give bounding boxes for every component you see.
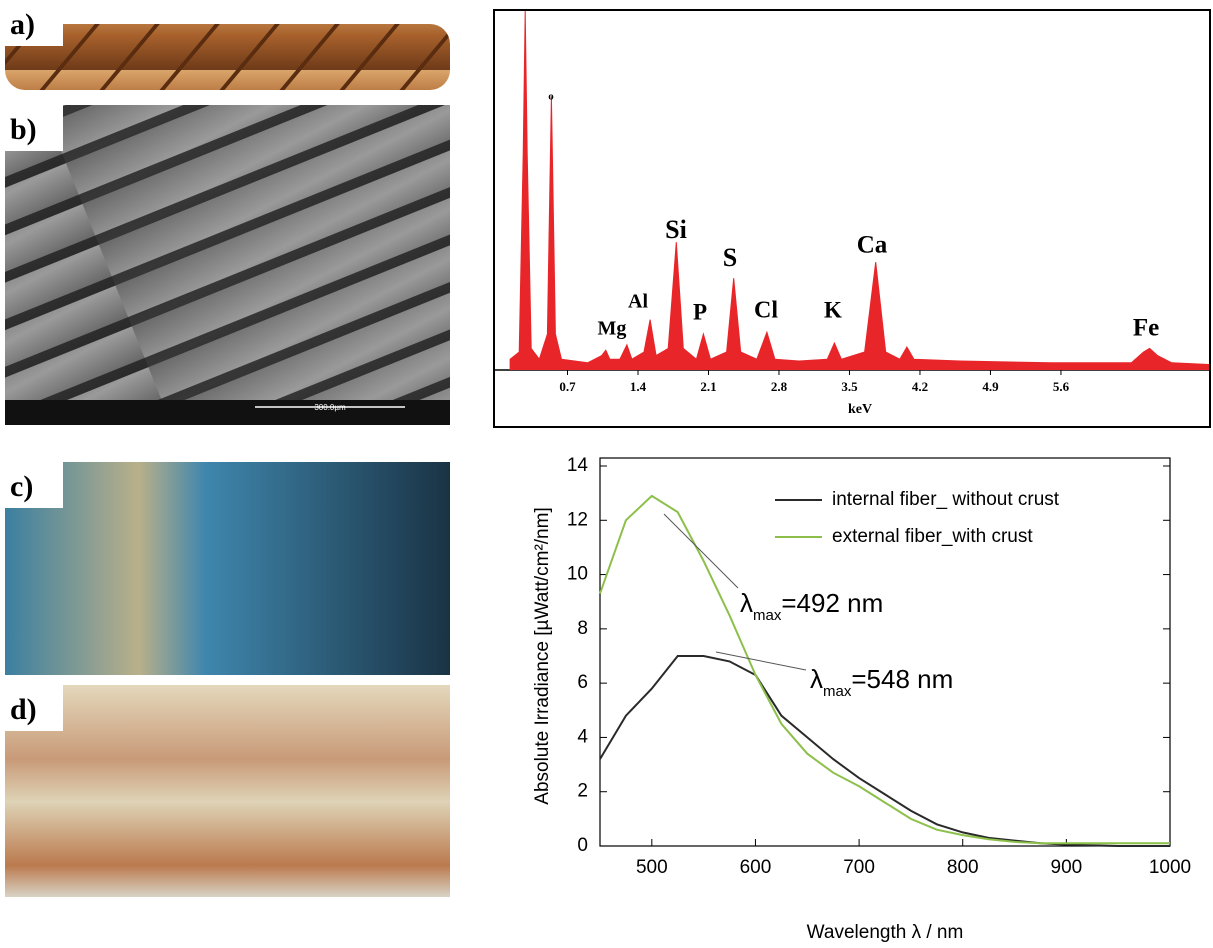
plot-frame: [600, 458, 1170, 846]
sem-image: [5, 105, 450, 425]
x-tick-label: 3.5: [841, 379, 858, 394]
x-tick-label: 900: [1051, 857, 1083, 878]
annotation: λmax=548 nm: [810, 664, 953, 700]
spectrum-area: [510, 10, 1210, 370]
panel-label: d): [10, 693, 37, 726]
panel-label: b): [10, 113, 37, 146]
annotation: λmax=492 nm: [740, 588, 883, 624]
sem-info-bar: [5, 400, 450, 425]
annotation-text: =548 nm: [851, 664, 953, 694]
element-label: Si: [665, 215, 687, 244]
microscope-photo: [5, 685, 450, 897]
y-tick-label: 12: [567, 509, 588, 530]
annotation-subscript: max: [823, 683, 852, 700]
element-label: Al: [628, 291, 648, 313]
annotation-subscript: max: [753, 607, 782, 624]
x-tick-label: 1000: [1149, 857, 1191, 878]
x-tick-label: 800: [947, 857, 979, 878]
element-label: o: [548, 91, 554, 103]
x-axis-label: keV: [848, 402, 872, 417]
element-label: S: [723, 243, 737, 272]
x-tick-label: 600: [740, 857, 772, 878]
annotation-symbol: λ: [740, 588, 753, 618]
x-tick-label: 500: [636, 857, 668, 878]
scale-label: 300.0µm: [314, 403, 346, 412]
y-tick-label: 4: [577, 726, 588, 747]
panel-label: c): [10, 470, 33, 503]
legend-label: external fiber_with crust: [832, 526, 1033, 547]
y-tick-label: 6: [577, 672, 588, 693]
x-axis-label: Wavelength λ / nm: [807, 922, 964, 943]
y-axis-label: Absolute Irradiance [µWatt/cm²/nm]: [532, 507, 553, 804]
annotation-pointer: [664, 514, 738, 588]
rope-photo: [5, 24, 450, 90]
element-label: P: [693, 299, 707, 324]
element-label: K: [824, 297, 842, 322]
x-tick-label: 1.4: [630, 379, 647, 394]
x-tick-label: 4.2: [912, 379, 928, 394]
uv-photo: [5, 462, 450, 675]
y-tick-label: 8: [577, 618, 588, 639]
legend-label: internal fiber_ without crust: [832, 489, 1060, 510]
x-tick-label: 5.6: [1053, 379, 1070, 394]
annotation-symbol: λ: [810, 664, 823, 694]
element-label: Mg: [598, 318, 627, 340]
x-tick-label: 2.8: [771, 379, 788, 394]
y-tick-label: 14: [567, 455, 589, 476]
y-tick-label: 0: [577, 835, 588, 856]
figure: 300.0µm a) b) c) d) 0.7 1.4 2.1 2.8 3.5 4.2 4.…: [0, 0, 1213, 948]
element-label: Cl: [754, 298, 778, 324]
y-tick-label: 10: [567, 564, 588, 585]
x-tick-label: 700: [843, 857, 875, 878]
panel-label: a): [10, 8, 35, 41]
y-tick-label: 2: [577, 781, 588, 802]
x-tick-label: 0.7: [559, 379, 576, 394]
x-tick-label: 2.1: [700, 379, 716, 394]
element-label: Ca: [857, 232, 888, 259]
x-tick-label: 4.9: [982, 379, 999, 394]
annotation-text: =492 nm: [781, 588, 883, 618]
element-label: Fe: [1133, 315, 1159, 342]
